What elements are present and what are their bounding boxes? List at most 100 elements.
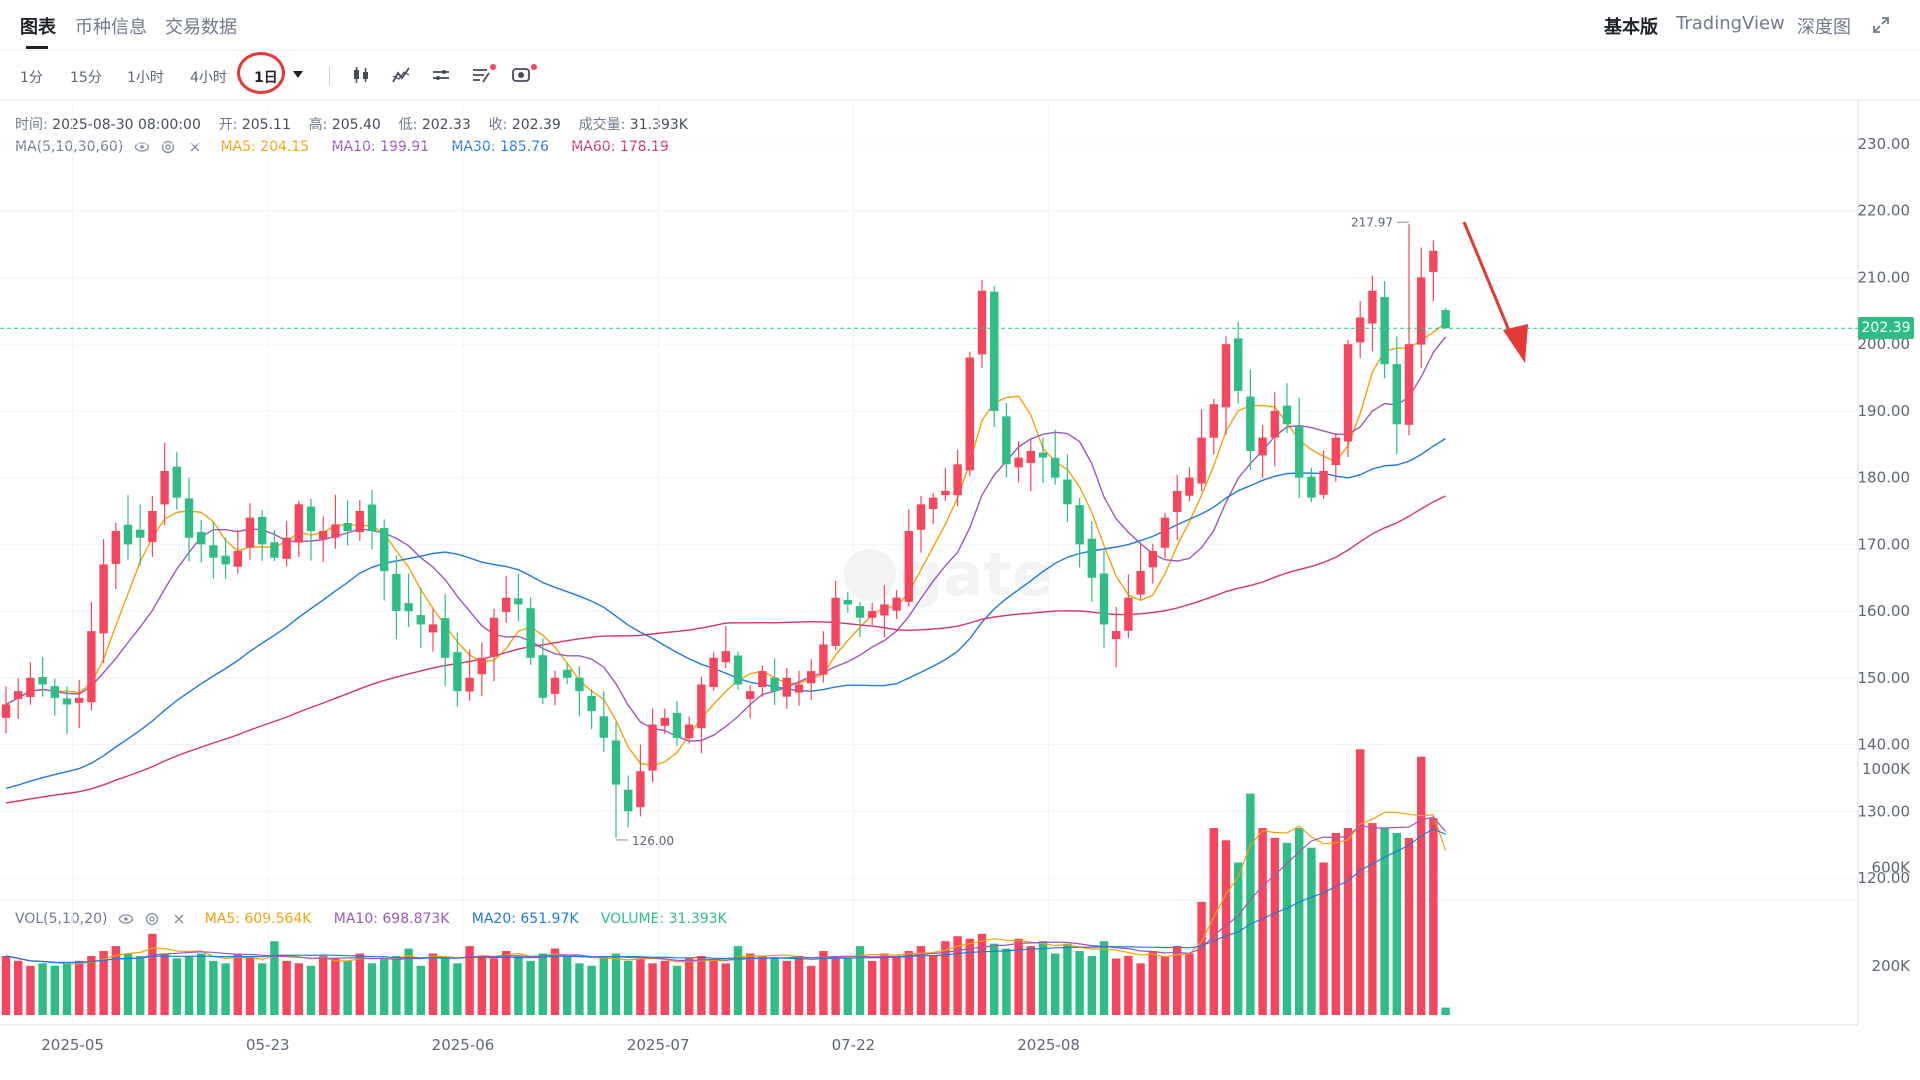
- volume-bar: [1356, 749, 1365, 1015]
- volume-bar: [941, 941, 950, 1015]
- volume-bar: [1197, 901, 1206, 1015]
- close-value: 202.39: [511, 117, 561, 133]
- interval-1m[interactable]: 1分: [20, 70, 43, 86]
- volume-bar: [1160, 955, 1170, 1015]
- candle-body: [489, 617, 499, 657]
- close-label: 收:: [488, 117, 508, 133]
- candle-body: [892, 597, 901, 611]
- y-tick-label: 120.00: [1858, 869, 1911, 887]
- candle-body: [746, 691, 755, 700]
- vol-ma5-value: MA5: 609.564K: [204, 911, 312, 927]
- candle-body: [1209, 404, 1218, 438]
- gear-icon[interactable]: [144, 911, 160, 927]
- compare-icon[interactable]: [430, 64, 452, 86]
- candle-body: [1160, 517, 1170, 548]
- volume-bar: [502, 951, 511, 1015]
- candle-body: [428, 624, 438, 633]
- volume-bar: [172, 958, 181, 1015]
- volume-bar: [38, 963, 47, 1015]
- volume-bar: [477, 955, 486, 1015]
- down-arrow-head: [1503, 324, 1528, 363]
- volume-bar: [892, 955, 901, 1015]
- volume-bar: [563, 955, 572, 1015]
- candle-body: [1270, 410, 1279, 438]
- candle-body: [880, 604, 889, 616]
- candle-body: [526, 608, 535, 658]
- candle-body: [599, 716, 608, 738]
- candle-body: [1038, 452, 1048, 458]
- volume-bar: [75, 960, 84, 1015]
- candle-body: [1331, 437, 1340, 466]
- candle-body: [477, 657, 486, 675]
- candlestick-icon[interactable]: [350, 64, 372, 86]
- volume-bar: [50, 965, 59, 1015]
- gear-icon[interactable]: [160, 139, 176, 155]
- tab-coin-info[interactable]: 币种信息: [75, 17, 147, 38]
- watermark-logo: gate: [844, 540, 1053, 610]
- volume-bar: [660, 960, 669, 1015]
- volume-bar: [1221, 840, 1231, 1015]
- volume-bar: [392, 955, 401, 1015]
- volume-bar: [1099, 941, 1109, 1015]
- candle-body: [197, 531, 206, 545]
- candle-body: [1356, 317, 1365, 343]
- volume-bar: [1124, 955, 1133, 1015]
- close-icon[interactable]: [171, 911, 187, 927]
- chart-grid: [0, 99, 1920, 1026]
- volume-bar: [672, 965, 682, 1015]
- volume-bar: [1014, 938, 1023, 1015]
- settings-icon[interactable]: [510, 64, 532, 86]
- candle-body: [404, 603, 413, 612]
- volume-tick-label: 600K: [1872, 858, 1912, 876]
- volume-bar: [148, 933, 157, 1015]
- candle-body: [221, 555, 230, 565]
- chevron-down-icon[interactable]: [293, 71, 303, 78]
- candle-body: [1099, 573, 1109, 625]
- fullscreen-icon[interactable]: [1872, 16, 1890, 34]
- tab-trade-data[interactable]: 交易数据: [165, 17, 237, 38]
- strategy-icon[interactable]: [470, 64, 492, 86]
- tab-chart[interactable]: 图表: [20, 17, 56, 38]
- candle-body: [1307, 476, 1316, 498]
- candle-body: [26, 677, 35, 698]
- depth-chart-button[interactable]: 深度图: [1797, 17, 1851, 38]
- candle-body: [1258, 437, 1267, 456]
- volume-bar: [697, 955, 706, 1015]
- ohlc-info: 时间: 2025-08-30 08:00:00 开: 205.11 高: 205…: [15, 114, 688, 134]
- candle-body: [916, 504, 926, 530]
- candle-body: [148, 511, 157, 542]
- candle-body: [794, 684, 804, 693]
- candle-body: [355, 511, 364, 533]
- volume-bar: [441, 958, 450, 1015]
- tradingview-button[interactable]: TradingView: [1676, 13, 1785, 34]
- interval-4h[interactable]: 4小时: [190, 70, 227, 86]
- volume-bar: [258, 963, 267, 1015]
- eye-icon[interactable]: [118, 911, 134, 927]
- toolbar-divider: [329, 67, 330, 85]
- volume-bar: [1002, 948, 1011, 1015]
- candle-body: [392, 573, 401, 612]
- volume-bar: [1075, 951, 1084, 1015]
- basic-view-button[interactable]: 基本版: [1604, 17, 1658, 38]
- volume-bar: [1209, 828, 1218, 1015]
- indicator-icon[interactable]: [390, 64, 412, 86]
- eye-icon[interactable]: [134, 139, 150, 155]
- strategy-notification-dot: [490, 64, 496, 70]
- candle-body: [172, 466, 181, 498]
- watermark-text: gate: [900, 540, 1053, 610]
- volume-bar: [953, 936, 962, 1015]
- candle-body: [782, 677, 791, 697]
- high-label: 高:: [308, 117, 328, 133]
- interval-1h[interactable]: 1小时: [127, 70, 164, 86]
- candle-body: [990, 291, 999, 411]
- volume-bar: [26, 965, 35, 1015]
- candle-body: [1063, 479, 1072, 505]
- candle-body: [1417, 277, 1426, 345]
- candle-body: [770, 677, 779, 692]
- candle-body: [587, 695, 596, 712]
- volume-bar: [794, 955, 804, 1015]
- candle-body: [233, 551, 242, 567]
- volume-bar: [1429, 818, 1438, 1015]
- interval-15m[interactable]: 15分: [70, 70, 102, 86]
